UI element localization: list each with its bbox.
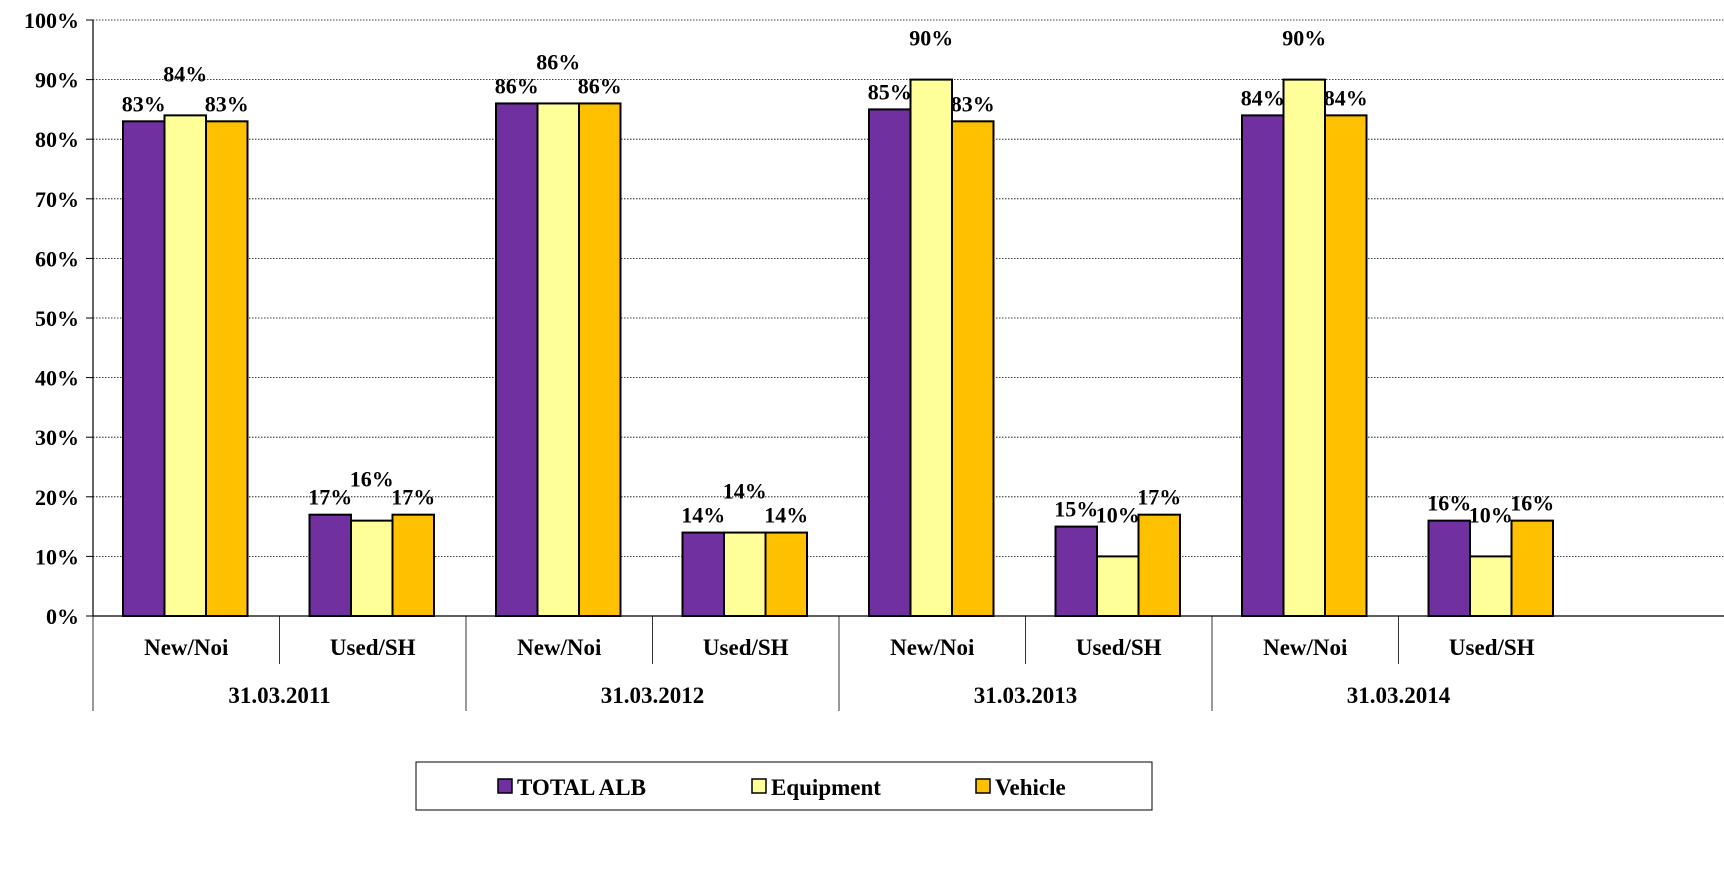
bar [495, 102, 539, 617]
bar [391, 513, 435, 617]
data-label: 17% [308, 485, 352, 510]
data-label: 17% [391, 485, 435, 510]
data-label: 16% [350, 467, 394, 492]
data-label: 14% [681, 503, 725, 528]
data-label: 84% [163, 61, 207, 86]
legend: TOTAL ALB Equipment Vehicle [415, 761, 1153, 811]
bar [1324, 114, 1368, 618]
data-label: 16% [1427, 491, 1471, 516]
y-tick-label: 10% [35, 544, 79, 569]
data-label: 17% [1137, 485, 1181, 510]
x-group-label: 31.03.2013 [974, 683, 1078, 708]
bar [1241, 114, 1285, 618]
bar [163, 114, 207, 618]
legend-swatch [975, 778, 991, 794]
x-subcategory-label: New/Noi [144, 635, 229, 660]
x-subcategory-label: Used/SH [1449, 635, 1535, 660]
y-axis-ticks: 0% 10% 20% 30% 40% 50% 60% 70% 80% 90% 100% [24, 8, 93, 629]
data-label: 85% [868, 79, 912, 104]
y-tick-label: 0% [46, 604, 79, 629]
x-subcategory-label: New/Noi [890, 635, 975, 660]
x-subcategory-label: Used/SH [703, 635, 789, 660]
bar [1427, 519, 1471, 618]
bar [764, 531, 808, 617]
data-label: 83% [205, 91, 249, 116]
legend-swatch [751, 778, 767, 794]
data-label: 14% [764, 503, 808, 528]
bar [1282, 78, 1326, 618]
bars [122, 78, 1554, 618]
data-label: 10% [1469, 502, 1513, 527]
bar [122, 120, 166, 617]
x-subcategory-label: Used/SH [1076, 635, 1162, 660]
y-tick-label: 90% [35, 68, 79, 93]
x-group-label: 31.03.2014 [1347, 683, 1451, 708]
bar [1510, 519, 1554, 618]
bar [909, 78, 953, 618]
y-tick-label: 40% [35, 366, 79, 391]
y-tick-label: 70% [35, 187, 79, 212]
data-label: 83% [122, 91, 166, 116]
x-subcategory-label: Used/SH [330, 635, 416, 660]
data-label: 16% [1510, 491, 1554, 516]
y-tick-label: 80% [35, 127, 79, 152]
bar [723, 531, 767, 617]
data-label: 15% [1054, 497, 1098, 522]
legend-box [415, 761, 1153, 811]
y-tick-label: 30% [35, 425, 79, 450]
y-tick-label: 20% [35, 485, 79, 510]
bar [1137, 513, 1181, 617]
legend-label: Vehicle [995, 775, 1066, 800]
data-label: 90% [909, 26, 953, 51]
bar [868, 108, 912, 618]
legend-label: TOTAL ALB [517, 775, 646, 800]
x-subcategory-label: New/Noi [517, 635, 602, 660]
x-group-label: 31.03.2011 [228, 683, 330, 708]
y-tick-label: 60% [35, 246, 79, 271]
data-label: 83% [951, 91, 995, 116]
data-label: 86% [578, 73, 622, 98]
bar [308, 513, 352, 617]
data-label: 10% [1096, 502, 1140, 527]
data-label: 84% [1241, 85, 1285, 110]
y-tick-label: 50% [35, 306, 79, 331]
bar [1054, 525, 1098, 617]
legend-label: Equipment [771, 775, 881, 800]
data-label: 86% [536, 49, 580, 74]
data-label: 90% [1282, 26, 1326, 51]
data-label: 84% [1324, 85, 1368, 110]
data-label: 86% [495, 73, 539, 98]
bar [1096, 555, 1140, 618]
legend-swatch [497, 778, 513, 794]
bar [1469, 555, 1513, 618]
bar [536, 102, 580, 617]
data-label: 14% [723, 479, 767, 504]
axes [92, 20, 1724, 711]
bar [681, 531, 725, 617]
bar [205, 120, 249, 617]
x-group-label: 31.03.2012 [601, 683, 705, 708]
data-labels: 83%84%83%17%16%17%86%86%86%14%14%14%85%9… [122, 26, 1555, 528]
bar [951, 120, 995, 617]
bar [578, 102, 622, 617]
y-tick-label: 100% [24, 8, 79, 33]
bar [350, 519, 394, 618]
x-subcategory-label: New/Noi [1263, 635, 1348, 660]
